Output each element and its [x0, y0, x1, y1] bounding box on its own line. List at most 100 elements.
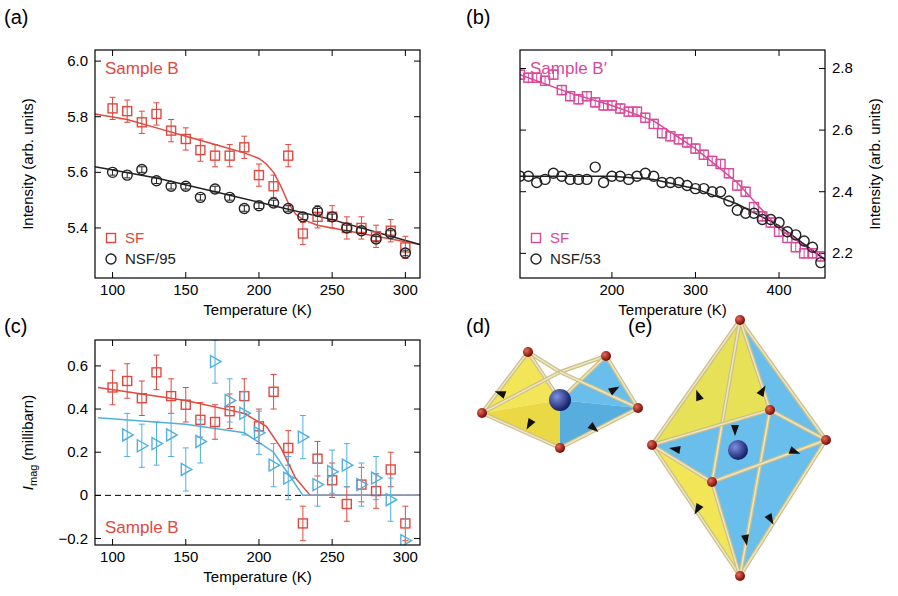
error-bar-line	[586, 92, 587, 101]
error-bar-line	[112, 97, 113, 119]
moment-arrow	[741, 534, 749, 546]
edge-highlight	[560, 408, 638, 448]
error-bar-cap	[300, 244, 306, 245]
y-tick-label: 2.8	[832, 59, 853, 76]
x-tick	[332, 272, 333, 278]
x-axis-title: Temperature (K)	[203, 568, 311, 585]
marker-square	[284, 443, 293, 452]
marker-circle	[724, 196, 734, 206]
error-bar-cap	[139, 467, 145, 468]
error-bar-cap	[388, 478, 394, 479]
error-bar-line	[127, 100, 128, 122]
error-bar-cap	[153, 183, 159, 184]
error-bar	[300, 416, 306, 459]
error-bar-line	[171, 379, 172, 414]
x-tick-label: 250	[320, 281, 345, 298]
x-tick	[332, 50, 333, 56]
error-bar-line	[712, 156, 713, 165]
marker-square	[607, 101, 616, 110]
error-bar-line	[317, 463, 318, 506]
error-bar-cap	[344, 521, 350, 522]
marker-circle	[181, 181, 191, 191]
error-bar-line	[215, 145, 216, 167]
error-bar	[651, 119, 657, 128]
error-bar-cap	[110, 97, 116, 98]
error-bar-line	[787, 233, 788, 242]
marker-triangle	[298, 431, 309, 443]
error-bar-line	[302, 222, 303, 244]
error-bar-cap	[344, 486, 350, 487]
marker-triangle	[386, 494, 397, 506]
marker-square	[167, 392, 176, 401]
error-bar	[241, 136, 247, 158]
edge-highlight	[482, 413, 560, 448]
marker-triangle	[284, 472, 295, 484]
error-bar-line	[595, 98, 596, 107]
marker-circle	[122, 170, 132, 180]
error-bar	[183, 183, 189, 189]
marker-circle	[106, 254, 116, 264]
error-bar-cap	[402, 236, 408, 237]
error-bar-cap	[271, 205, 277, 206]
error-bar	[626, 107, 632, 116]
figure: (a)1001502002503005.45.65.86.0Temperatur…	[0, 0, 898, 596]
edge	[652, 445, 740, 576]
y-tick	[414, 116, 420, 117]
error-bar-cap	[124, 363, 130, 364]
x-tick	[695, 272, 696, 278]
error-bar	[168, 379, 174, 414]
error-bar	[285, 206, 291, 212]
marker-square	[683, 138, 692, 147]
moment-arrow	[669, 446, 681, 454]
error-bar	[344, 217, 350, 239]
marker-circle	[371, 234, 381, 244]
marker-circle	[225, 192, 235, 202]
marker-triangle	[181, 463, 192, 475]
error-bar-cap	[373, 247, 379, 248]
edge-highlight	[652, 445, 712, 482]
error-bar-cap	[285, 499, 291, 500]
error-bar-cap	[212, 404, 218, 405]
error-bar-line	[185, 448, 186, 491]
plot-frame	[95, 340, 420, 545]
error-bar-line	[229, 379, 230, 422]
error-bar-line	[244, 392, 245, 435]
marker-circle	[239, 203, 249, 213]
error-bar-cap	[388, 236, 394, 237]
error-bar-line	[302, 416, 303, 459]
error-bar	[634, 107, 640, 116]
x-tick	[112, 50, 113, 56]
error-bar-line	[127, 364, 128, 399]
error-bar	[373, 457, 379, 500]
error-bar-cap	[300, 506, 306, 507]
error-bar-cap	[256, 411, 262, 412]
error-bar-line	[215, 340, 216, 383]
x-tick	[405, 340, 406, 346]
error-bar-cap	[227, 194, 233, 195]
error-bar	[726, 169, 732, 178]
error-bar	[584, 92, 590, 101]
error-bar-cap	[168, 456, 174, 457]
error-bar	[667, 132, 673, 141]
edge-highlight	[652, 410, 770, 445]
y-axis-title-unit: (millibarn)	[19, 395, 36, 461]
y-tick	[520, 191, 526, 192]
error-bar-cap	[315, 506, 321, 507]
error-bar	[358, 463, 364, 506]
edge-highlight	[740, 320, 826, 440]
marker-square	[724, 169, 733, 178]
panel: (b)2003004002.22.42.62.8Temperature (K)I…	[466, 6, 883, 318]
error-bar	[768, 218, 774, 227]
error-bar-cap	[241, 205, 247, 206]
marker-square	[342, 500, 351, 509]
marker-square	[708, 156, 717, 165]
x-tick-label: 150	[173, 548, 198, 565]
marker-square	[328, 212, 337, 221]
error-bar-cap	[139, 133, 145, 134]
error-bar-cap	[315, 214, 321, 215]
y-tick	[95, 116, 101, 117]
error-bar	[793, 243, 799, 252]
y-tick	[414, 538, 420, 539]
error-bar	[684, 138, 690, 147]
y-tick-label: 5.4	[67, 219, 88, 236]
